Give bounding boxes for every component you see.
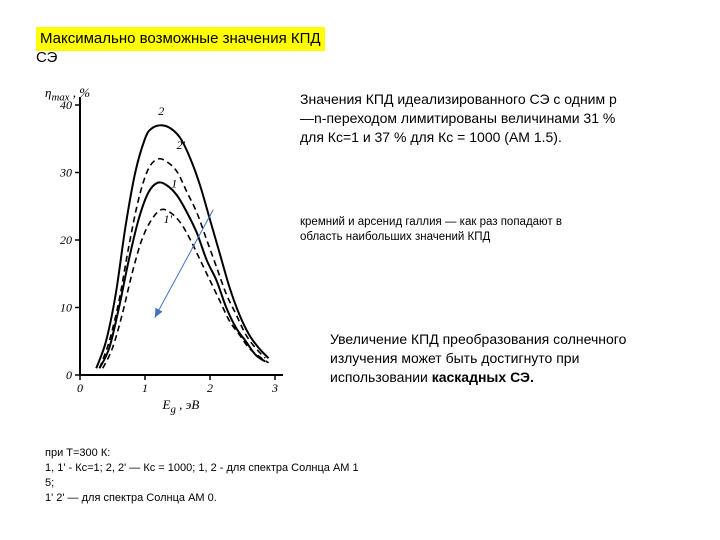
- curve-label-1p: 1': [163, 212, 172, 226]
- note-text: кремний и арсенид галлия — как раз попад…: [300, 215, 580, 245]
- svg-text:0: 0: [77, 381, 83, 395]
- svg-text:1: 1: [142, 381, 148, 395]
- page-title-highlighted: Максимально возможные значения КПД: [36, 27, 325, 51]
- curve-label-1: 1: [171, 176, 177, 190]
- chart-svg: 0102030400123122'1': [45, 85, 290, 415]
- y-axis-label: ηmax , %: [45, 85, 90, 104]
- curve-label-2p: 2': [176, 138, 185, 152]
- chart-caption: при Т=300 К: 1, 1' - Кс=1; 2, 2' — Кс = …: [45, 446, 365, 505]
- svg-text:0: 0: [66, 368, 72, 382]
- curve-1: [100, 182, 266, 368]
- paragraph-2-bold: каскадных СЭ.: [432, 369, 534, 385]
- svg-text:10: 10: [60, 301, 72, 315]
- svg-text:3: 3: [271, 381, 278, 395]
- paragraph-2: Увеличение КПД преобразования солнечного…: [330, 330, 670, 387]
- svg-text:20: 20: [60, 233, 72, 247]
- page-title-rest: СЭ: [36, 48, 57, 68]
- curve-label-2: 2: [158, 104, 164, 118]
- svg-text:30: 30: [59, 166, 72, 180]
- x-axis-label: Eg , эВ: [163, 397, 200, 416]
- curve-1p: [103, 209, 269, 368]
- efficiency-chart: 0102030400123122'1': [45, 85, 290, 415]
- svg-text:2: 2: [207, 381, 213, 395]
- paragraph-1: Значения КПД идеализированного СЭ с одни…: [300, 90, 630, 147]
- curve-2: [96, 125, 268, 368]
